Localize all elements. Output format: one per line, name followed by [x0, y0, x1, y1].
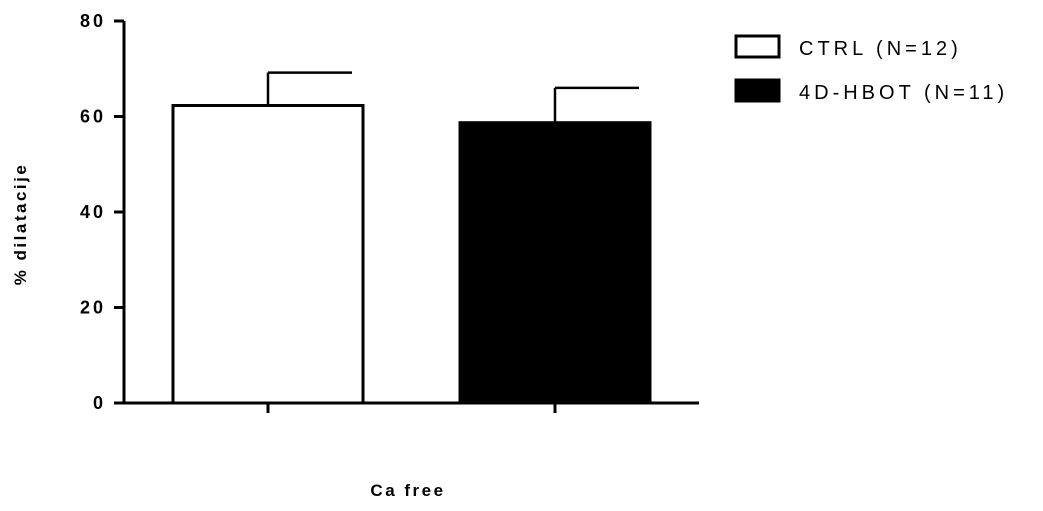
y-tick-label: 0	[93, 393, 106, 413]
legend: CTRL (N=12) 4D-HBOT (N=11)	[734, 34, 1008, 104]
bar	[171, 104, 365, 405]
legend-swatch	[734, 78, 781, 103]
y-tick-label: 60	[80, 107, 106, 127]
legend-label: CTRL (N=12)	[799, 38, 962, 60]
y-axis-label: % dilatacije	[11, 163, 30, 286]
y-tick-label: 40	[80, 202, 106, 222]
legend-label: 4D-HBOT (N=11)	[799, 82, 1008, 104]
y-tick-label: 20	[80, 298, 106, 318]
legend-swatch	[734, 34, 781, 59]
bar	[458, 121, 652, 405]
x-axis-label: Ca free	[370, 481, 445, 500]
y-tick-label: 80	[80, 11, 106, 31]
bars	[171, 71, 652, 405]
